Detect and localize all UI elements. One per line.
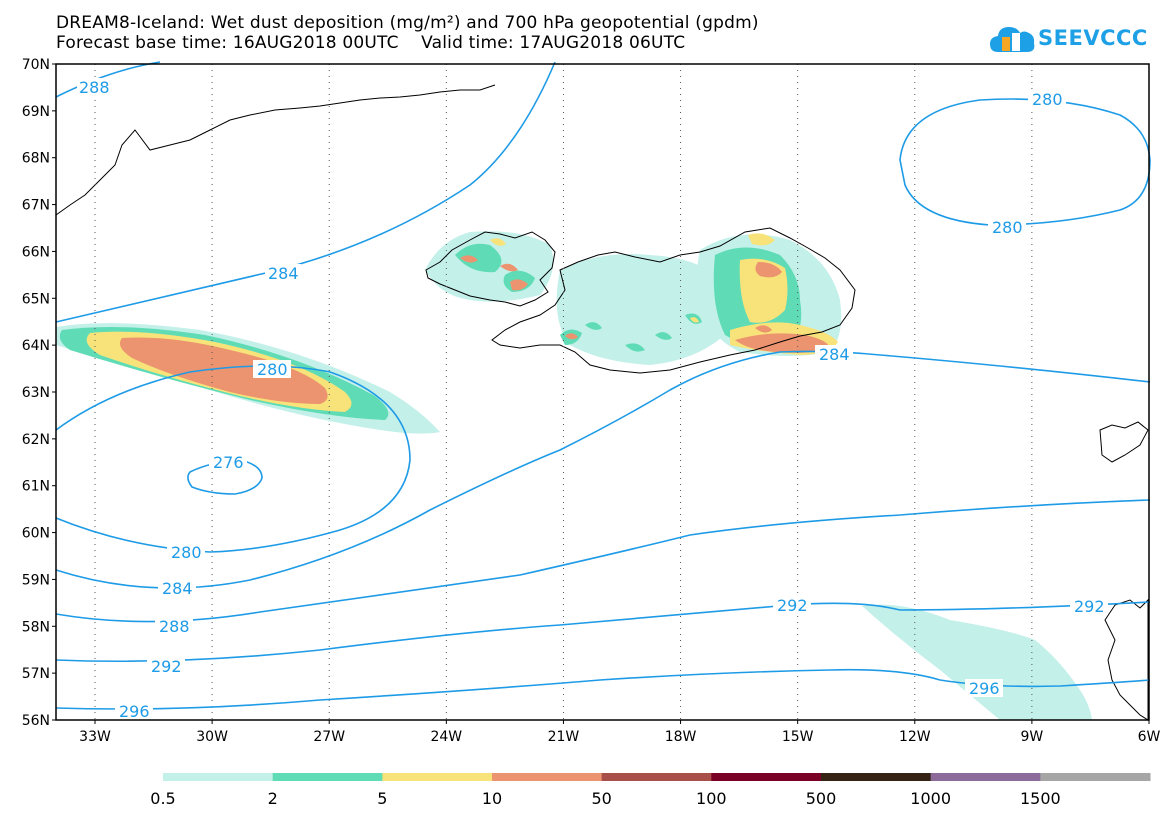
contour-label-292-right: 292 bbox=[773, 596, 811, 615]
contour-label-280-bottom: 280 bbox=[167, 543, 205, 562]
svg-text:288: 288 bbox=[159, 617, 190, 636]
legend-label: 50 bbox=[591, 789, 611, 808]
latitude-label: 65N bbox=[22, 291, 50, 307]
contour-label-280-left: 280 bbox=[253, 360, 291, 379]
longitude-label: 21W bbox=[548, 729, 580, 745]
latitude-label: 59N bbox=[22, 572, 50, 588]
contour-280-west bbox=[55, 365, 411, 553]
legend-label: 2 bbox=[268, 789, 278, 808]
legend-swatch bbox=[601, 773, 712, 781]
legend-colorbar bbox=[163, 773, 1151, 781]
contour-284-north bbox=[55, 61, 556, 323]
greenland-coastline bbox=[55, 84, 496, 216]
longitude-label: 18W bbox=[665, 729, 697, 745]
legend-swatch bbox=[492, 773, 603, 781]
svg-text:276: 276 bbox=[213, 453, 244, 472]
contour-292 bbox=[55, 601, 1151, 663]
contour-label-288-top: 288 bbox=[77, 78, 113, 97]
legend-swatch bbox=[163, 773, 274, 781]
legend-label: 0.5 bbox=[150, 789, 175, 808]
cloud-icon bbox=[990, 27, 1035, 52]
latitude-label: 67N bbox=[22, 198, 50, 214]
latitude-label: 64N bbox=[22, 338, 50, 354]
geopotential-contours bbox=[55, 61, 1151, 710]
legend-swatch bbox=[382, 773, 493, 781]
logo-text: SEEVCCC bbox=[1038, 26, 1148, 50]
latitude-label: 66N bbox=[22, 244, 50, 260]
svg-text:292: 292 bbox=[1074, 597, 1105, 616]
legend-label: 500 bbox=[806, 789, 837, 808]
svg-text:280: 280 bbox=[171, 543, 202, 562]
contour-label-280-right-low: 280 bbox=[988, 218, 1026, 237]
legend-label: 1000 bbox=[910, 789, 951, 808]
svg-text:280: 280 bbox=[257, 360, 288, 379]
latitude-label: 70N bbox=[22, 57, 50, 73]
contour-284-iceland bbox=[55, 350, 1151, 589]
latitude-label: 61N bbox=[22, 479, 50, 495]
svg-text:296: 296 bbox=[119, 702, 150, 721]
legend-label: 1500 bbox=[1020, 789, 1061, 808]
legend-swatch bbox=[930, 773, 1041, 781]
contour-label-292-bottom: 292 bbox=[147, 657, 185, 676]
svg-text:284: 284 bbox=[268, 264, 299, 283]
contour-label-284-bottom: 284 bbox=[158, 579, 196, 598]
svg-text:288: 288 bbox=[79, 78, 110, 97]
contour-label-280-top-right: 280 bbox=[1028, 90, 1066, 109]
svg-text:280: 280 bbox=[992, 218, 1023, 237]
longitude-label: 27W bbox=[313, 729, 345, 745]
legend-label: 5 bbox=[377, 789, 387, 808]
legend-swatch bbox=[821, 773, 932, 781]
dust-deposition-southeast bbox=[862, 604, 1092, 720]
iceland-coastline bbox=[425, 227, 856, 374]
longitude-labels: 33W 30W 27W 24W 21W 18W 15W 12W 9W 6W bbox=[79, 720, 1161, 745]
latitude-label: 56N bbox=[22, 713, 50, 729]
contour-labels: 288 284 280 280 280 276 280 284 288 292 … bbox=[77, 78, 1108, 721]
chart-title: DREAM8-Iceland: Wet dust deposition (mg/… bbox=[56, 13, 759, 33]
chart-subtitle: Forecast base time: 16AUG2018 00UTC Vali… bbox=[56, 33, 686, 53]
contour-label-292-far-right: 292 bbox=[1070, 597, 1108, 616]
longitude-label: 30W bbox=[196, 729, 228, 745]
latitude-label: 69N bbox=[22, 104, 50, 120]
legend-labels: 0.5 2 5 10 50 100 500 1000 1500 bbox=[150, 789, 1060, 808]
dust-deposition-iceland bbox=[425, 231, 842, 365]
latitude-label: 68N bbox=[22, 151, 50, 167]
latitude-label: 58N bbox=[22, 619, 50, 635]
longitude-label: 9W bbox=[1021, 729, 1044, 745]
svg-text:284: 284 bbox=[819, 345, 850, 364]
contour-label-296-right: 296 bbox=[965, 679, 1003, 698]
legend-swatch bbox=[1040, 773, 1151, 781]
contour-label-284-mid: 284 bbox=[265, 264, 301, 283]
contour-288 bbox=[55, 499, 1151, 623]
legend-swatch bbox=[711, 773, 822, 781]
longitude-label: 12W bbox=[899, 729, 931, 745]
legend-label: 100 bbox=[696, 789, 727, 808]
svg-text:292: 292 bbox=[151, 657, 182, 676]
contour-280-neast bbox=[899, 98, 1151, 226]
latitude-labels: 70N 69N 68N 67N 66N 65N 64N 63N 62N 61N 60N 59N 58N 5… bbox=[22, 57, 56, 729]
latitude-label: 63N bbox=[22, 385, 50, 401]
svg-text:280: 280 bbox=[1032, 90, 1063, 109]
svg-text:284: 284 bbox=[162, 579, 193, 598]
contour-label-276: 276 bbox=[209, 453, 247, 472]
contour-label-288-bottom: 288 bbox=[155, 617, 193, 636]
legend-label: 10 bbox=[482, 789, 502, 808]
contour-label-296-bottom: 296 bbox=[115, 702, 153, 721]
seevccc-logo: SEEVCCC bbox=[988, 20, 1158, 60]
latitude-label: 60N bbox=[22, 526, 50, 542]
svg-text:292: 292 bbox=[777, 596, 808, 615]
longitude-label: 6W bbox=[1138, 729, 1161, 745]
longitude-label: 24W bbox=[430, 729, 462, 745]
contour-296 bbox=[55, 668, 1151, 710]
svg-text:296: 296 bbox=[969, 679, 1000, 698]
latitude-label: 57N bbox=[22, 666, 50, 682]
dust-deposition-plume-west bbox=[56, 323, 440, 434]
legend-swatch bbox=[272, 773, 383, 781]
longitude-label: 15W bbox=[782, 729, 814, 745]
longitude-label: 33W bbox=[79, 729, 111, 745]
contour-label-284-iceland: 284 bbox=[815, 345, 853, 364]
scotland-coastline bbox=[1099, 421, 1149, 721]
latitude-label: 62N bbox=[22, 432, 50, 448]
